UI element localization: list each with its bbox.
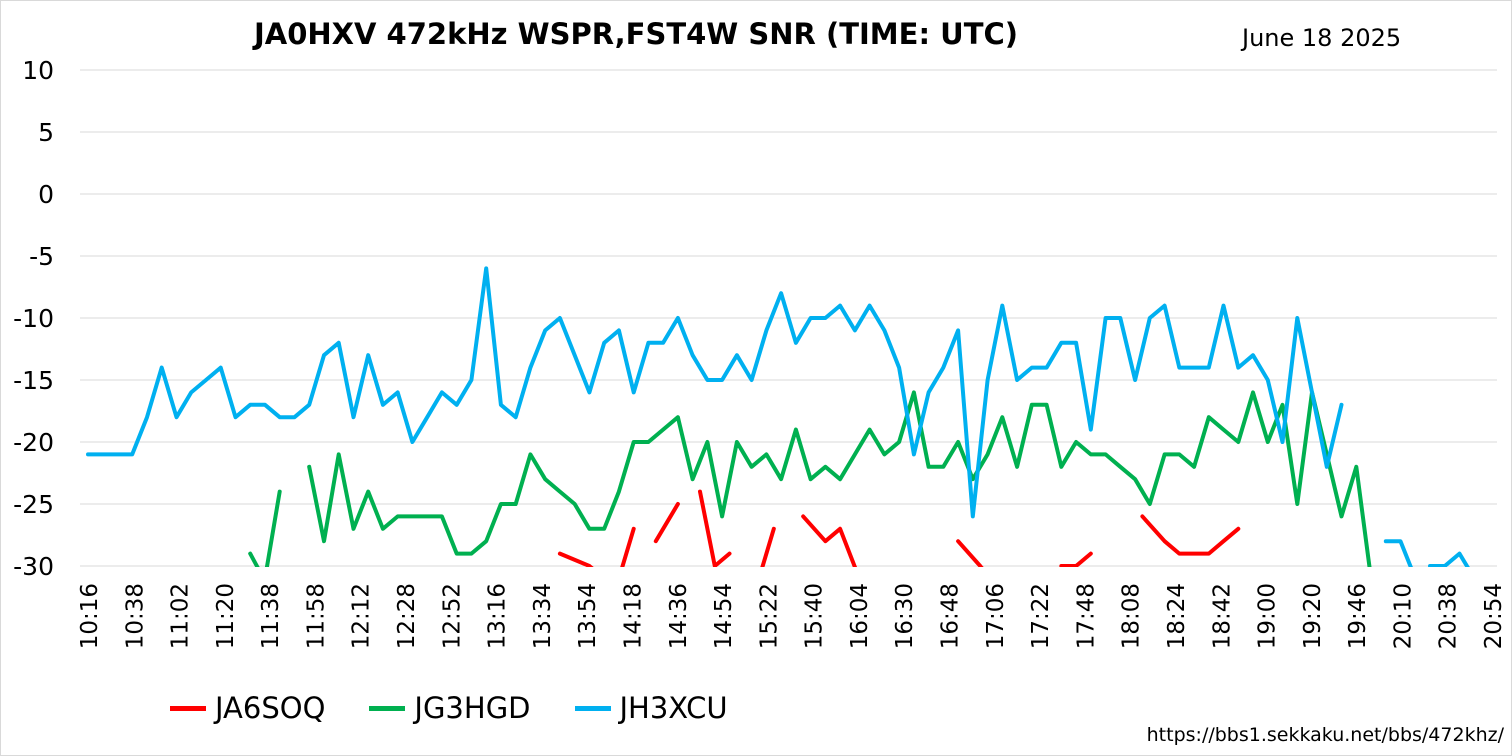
x-tick-label: 10:16 xyxy=(77,583,103,649)
x-tick-label: 18:24 xyxy=(1164,583,1190,649)
x-tick-label: 19:46 xyxy=(1345,583,1371,649)
legend-swatch-ja6soq xyxy=(170,705,206,711)
x-tick-label: 18:08 xyxy=(1119,583,1145,649)
y-tick-label: 5 xyxy=(38,118,54,147)
x-tick-label: 20:54 xyxy=(1481,583,1507,649)
series-line-jh3xcu xyxy=(1383,539,1413,567)
x-tick-label: 14:18 xyxy=(620,583,646,649)
x-tick-label: 17:06 xyxy=(983,583,1009,649)
legend-swatch-jg3hgd xyxy=(369,705,406,711)
x-tick-label: 20:38 xyxy=(1436,583,1462,649)
series-line-ja6soq xyxy=(698,489,732,567)
chart-title: JA0HXV 472kHz WSPR,FST4W SNR (TIME: UTC) xyxy=(253,17,1019,51)
series-line-jh3xcu xyxy=(86,266,1344,519)
x-tick-label: 13:16 xyxy=(485,583,511,649)
x-tick-label: 14:54 xyxy=(711,583,737,649)
x-tick-label: 15:40 xyxy=(802,583,828,649)
legend: JA6SOQ JG3HGD JH3XCU xyxy=(170,688,728,728)
legend-item-jh3xcu: JH3XCU xyxy=(574,688,728,728)
y-tick-label: -15 xyxy=(13,366,54,395)
x-tick-label: 14:36 xyxy=(666,583,692,649)
legend-label-jg3hgd: JG3HGD xyxy=(414,691,531,725)
y-axis-tick-labels: 10 5 0 -5 -10 -15 -20 -25 -30 xyxy=(13,56,54,581)
x-tick-label: 16:04 xyxy=(847,583,873,649)
series-line-ja6soq xyxy=(956,539,984,567)
y-tick-label: 10 xyxy=(22,56,54,85)
x-tick-label: 11:20 xyxy=(213,583,239,649)
x-tick-label: 12:12 xyxy=(349,583,375,649)
x-tick-label: 19:00 xyxy=(1255,583,1281,649)
x-tick-label: 13:54 xyxy=(575,583,601,649)
x-tick-label: 17:48 xyxy=(1073,583,1099,649)
series-line-ja6soq xyxy=(760,526,776,567)
x-tick-label: 11:58 xyxy=(303,583,329,649)
x-tick-label: 16:30 xyxy=(892,583,918,649)
x-tick-label: 10:38 xyxy=(122,583,148,649)
x-tick-label: 18:42 xyxy=(1209,583,1235,649)
legend-swatch-jh3xcu xyxy=(574,705,611,711)
legend-label-jh3xcu: JH3XCU xyxy=(619,691,728,725)
source-url: https://bbs1.sekkaku.net/bbs/472khz/ xyxy=(1146,724,1504,746)
x-tick-label: 12:28 xyxy=(394,583,420,649)
y-tick-label: -10 xyxy=(13,304,54,333)
x-tick-label: 12:52 xyxy=(439,583,465,649)
y-tick-label: -25 xyxy=(13,490,54,519)
series-line-ja6soq xyxy=(1059,551,1093,567)
series-line-jg3hgd xyxy=(264,489,282,567)
legend-item-jg3hgd: JG3HGD xyxy=(369,688,531,728)
series-line-ja6soq xyxy=(801,514,858,567)
legend-item-ja6soq: JA6SOQ xyxy=(170,688,325,728)
x-tick-label: 17:22 xyxy=(1028,583,1054,649)
series-line-ja6soq xyxy=(1140,514,1241,556)
legend-label-ja6soq: JA6SOQ xyxy=(215,691,326,725)
series-line-jg3hgd xyxy=(307,390,1372,567)
x-axis-tick-labels: 10:16 10:38 11:02 11:20 11:38 11:58 12:12 12:28… xyxy=(77,583,1507,649)
series-lines xyxy=(86,266,1470,567)
x-tick-label: 19:20 xyxy=(1300,583,1326,649)
x-tick-label: 11:02 xyxy=(168,583,194,649)
x-tick-label: 13:34 xyxy=(530,583,556,649)
y-tick-label: -5 xyxy=(29,242,54,271)
series-line-ja6soq xyxy=(557,526,636,567)
y-tick-label: -30 xyxy=(13,552,54,581)
x-tick-label: 15:22 xyxy=(756,583,782,649)
chart-date: June 18 2025 xyxy=(1242,24,1402,52)
x-tick-label: 16:48 xyxy=(938,583,964,649)
series-line-jg3hgd xyxy=(248,551,260,567)
y-tick-label: 0 xyxy=(38,180,54,209)
x-tick-label: 11:38 xyxy=(258,583,284,649)
series-line-ja6soq xyxy=(653,502,680,544)
series-line-jh3xcu xyxy=(1428,551,1470,567)
y-tick-label: -20 xyxy=(13,428,54,457)
x-tick-label: 20:10 xyxy=(1390,583,1416,649)
